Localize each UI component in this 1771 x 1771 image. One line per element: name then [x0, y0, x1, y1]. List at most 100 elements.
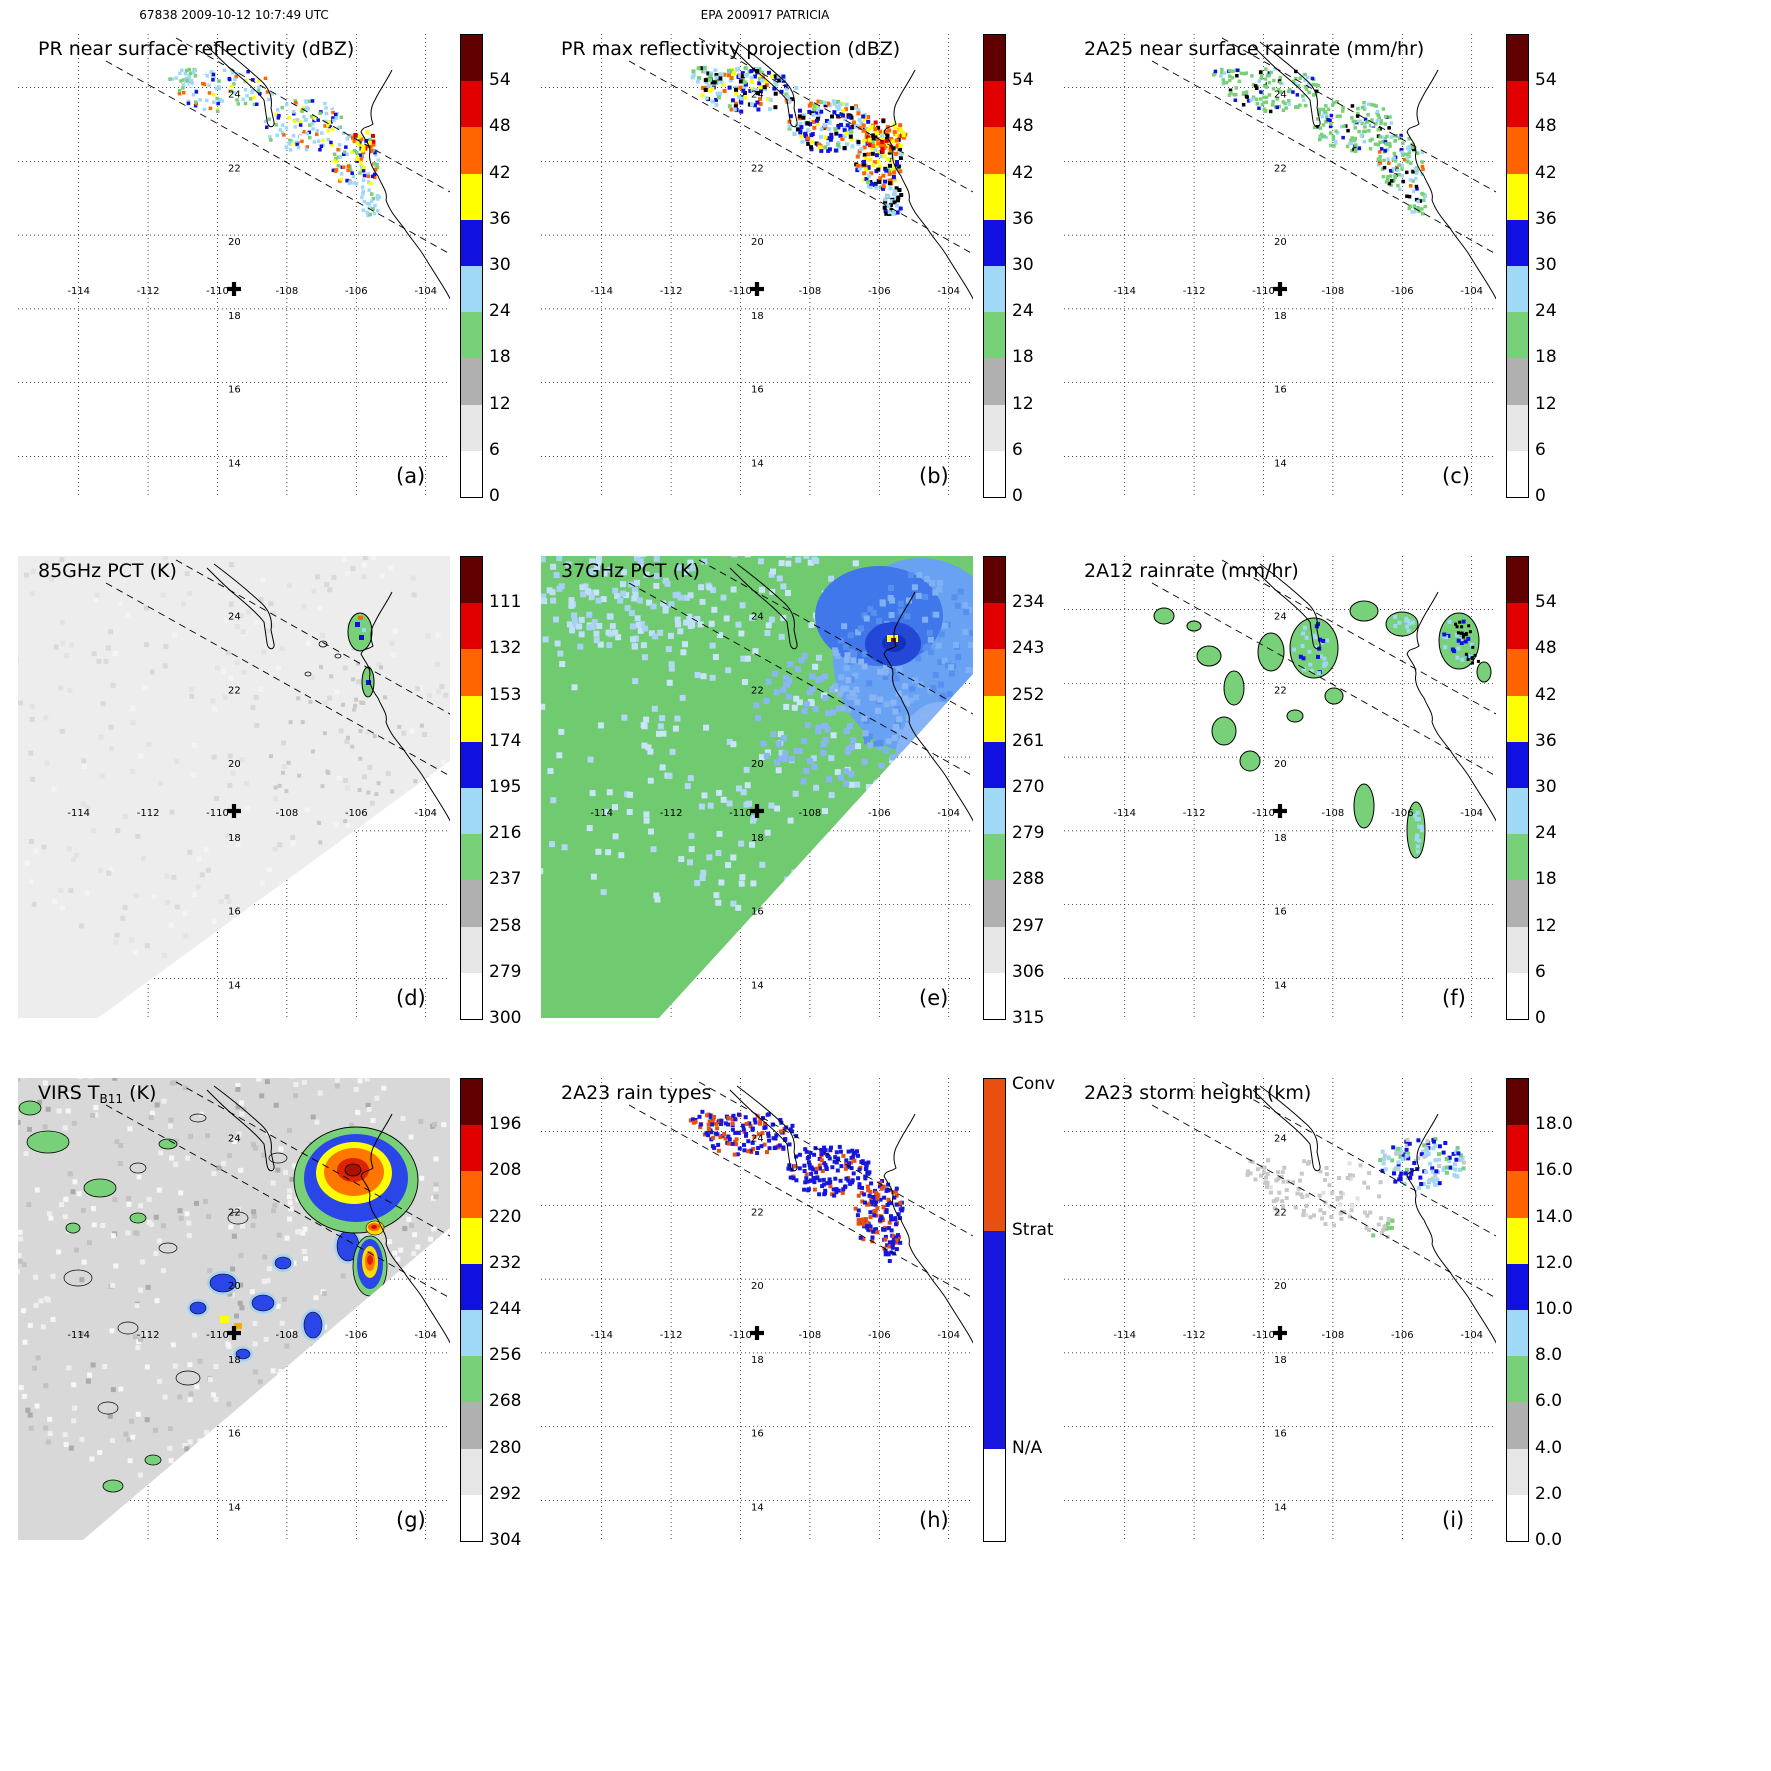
colorbar-tick-label: 36 [1535, 208, 1557, 229]
lon-label: -114 [1113, 1330, 1136, 1341]
panel-title-text: PR near surface reflectivity (dBZ) [38, 38, 355, 60]
colorbar-segment [984, 603, 1005, 650]
map-canvas: -114 -112 -110 -108 -106 -104 14 16 18 20 22 24 [541, 34, 973, 496]
lat-label: 18 [228, 311, 241, 322]
colorbar-segment [1507, 1217, 1528, 1264]
colorbar-tick-label: 292 [489, 1483, 522, 1504]
coastline-mainland [1406, 591, 1496, 822]
colorbar [460, 34, 483, 498]
colorbar-segment [1507, 1356, 1528, 1403]
coastline-mainland [883, 591, 973, 822]
lat-label: 22 [751, 1207, 764, 1218]
colorbar-ticks: 54 48 42 36 30 24 18 12 6 0 [1012, 34, 1072, 506]
lat-label: 18 [1274, 833, 1287, 844]
lon-label: -112 [660, 286, 683, 297]
lon-label: -106 [345, 808, 368, 819]
storm-center-marker [1273, 804, 1287, 818]
lon-label: -112 [660, 808, 683, 819]
lon-label: -112 [137, 286, 160, 297]
colorbar-tick-label: 16.0 [1535, 1160, 1573, 1181]
colorbar [983, 556, 1006, 1020]
lat-label: 22 [1274, 163, 1287, 174]
storm-center-marker [227, 1326, 241, 1340]
coastline-mainland [1406, 69, 1496, 300]
grid-labels: -114 -112 -110 -108 -106 -104 14 16 18 20 22 24 [1113, 612, 1483, 992]
lon-label: -110 [729, 808, 752, 819]
map-canvas: -114 -112 -110 -108 -106 -104 14 16 18 20 22 24 [18, 34, 450, 496]
colorbar-tick-label: 195 [489, 777, 522, 797]
colorbar-tick-label: 30 [1535, 255, 1557, 275]
lon-label: -112 [1183, 1330, 1206, 1341]
swath-edge-line [175, 559, 450, 715]
panel-h: -114 -112 -110 -108 -106 -104 14 16 18 20 22 24 2A23… [533, 1070, 1056, 1592]
lat-label: 14 [1274, 981, 1287, 992]
colorbar-segment [461, 1494, 482, 1542]
colorbar-tick-label: 174 [489, 730, 522, 751]
panel-g: -114 -112 -110 -108 -106 -104 14 16 18 20 22 24 VIRS… [10, 1070, 533, 1592]
colorbar-tick-label: 54 [1535, 592, 1557, 613]
map-overlay: -114 -112 -110 -108 -106 -104 14 16 18 20 22 24 [590, 37, 973, 470]
swath-edge-line [175, 1081, 450, 1237]
colorbar [983, 34, 1006, 498]
map-canvas: -114 -112 -110 -108 -106 -104 14 16 18 20 22 24 [18, 556, 450, 1018]
lat-label: 18 [228, 1355, 241, 1366]
colorbar [460, 1078, 483, 1542]
lat-label: 20 [228, 237, 241, 248]
lon-label: -106 [1391, 1330, 1414, 1341]
lon-label: -104 [414, 286, 437, 297]
coastline-mainland [883, 69, 973, 300]
panel-d: -114 -112 -110 -108 -106 -104 14 16 18 20 22 24 85GH… [10, 548, 533, 1070]
colorbar-tick-label: 48 [1535, 116, 1557, 137]
lat-label: 14 [751, 1503, 764, 1514]
panel-letter: (a) [396, 464, 426, 488]
colorbar-tick-label: 261 [1012, 730, 1045, 751]
coastline-mainland [360, 1113, 450, 1344]
lon-label: -106 [345, 286, 368, 297]
colorbar [983, 1078, 1006, 1542]
lon-label: -110 [1252, 808, 1275, 819]
panel-title-text: 2A23 rain types [561, 1082, 712, 1104]
colorbar-segment [984, 266, 1005, 313]
colorbar-tick-label: 6 [1012, 439, 1023, 460]
map-overlay: -114 -112 -110 -108 -106 -104 14 16 18 20 22 24 [590, 559, 973, 992]
panel-title-subscript: B11 [99, 1092, 124, 1106]
lon-label: -104 [1460, 808, 1483, 819]
colorbar-segment [1507, 35, 1528, 82]
colorbar-tick-label: 315 [1012, 1008, 1045, 1028]
panel-title: VIRS TB11 (K) [38, 1082, 156, 1106]
swath-edge-line [175, 37, 450, 193]
colorbar-tick-label: 18 [1012, 347, 1034, 368]
colorbar-segment [1507, 557, 1528, 604]
colorbar-tick-label: 252 [1012, 684, 1045, 705]
map-overlay: -114 -112 -110 -108 -106 -104 14 16 18 20 22 24 [67, 559, 450, 992]
colorbar-segment [1507, 1448, 1528, 1495]
lat-label: 20 [1274, 759, 1287, 770]
lon-label: -106 [868, 1330, 891, 1341]
colorbar-segment [984, 404, 1005, 451]
colorbar-segment [984, 741, 1005, 789]
lat-label: 20 [751, 759, 764, 770]
lon-label: -112 [1183, 808, 1206, 819]
colorbar-tick-label: 234 [1012, 592, 1045, 613]
colorbar-tick-label: 54 [489, 70, 511, 91]
lat-label: 22 [751, 163, 764, 174]
lat-label: 22 [228, 685, 241, 696]
lon-label: -110 [729, 1330, 752, 1341]
colorbar-segment [1507, 695, 1528, 742]
panel-letter: (e) [919, 986, 949, 1010]
scan-id-header: 67838 2009-10-12 10:7:49 UTC [139, 8, 329, 22]
map-canvas: -114 -112 -110 -108 -106 -104 14 16 18 20 22 24 [18, 1078, 450, 1540]
colorbar-tick-label: 6 [1535, 439, 1546, 460]
colorbar-segment [984, 219, 1005, 267]
lon-label: -108 [799, 1330, 822, 1341]
lat-label: 14 [1274, 1503, 1287, 1514]
lon-label: -104 [937, 808, 960, 819]
swath-edge-line [1151, 60, 1496, 255]
panel-title-text: 2A12 rainrate (mm/hr) [1084, 560, 1299, 582]
colorbar-segment [1507, 1171, 1528, 1218]
colorbar-tick-label: 304 [489, 1530, 522, 1550]
colorbar-segment [984, 450, 1005, 498]
lon-label: -110 [729, 286, 752, 297]
swath-edge-line [1221, 1081, 1496, 1237]
data-field [18, 1078, 450, 1540]
